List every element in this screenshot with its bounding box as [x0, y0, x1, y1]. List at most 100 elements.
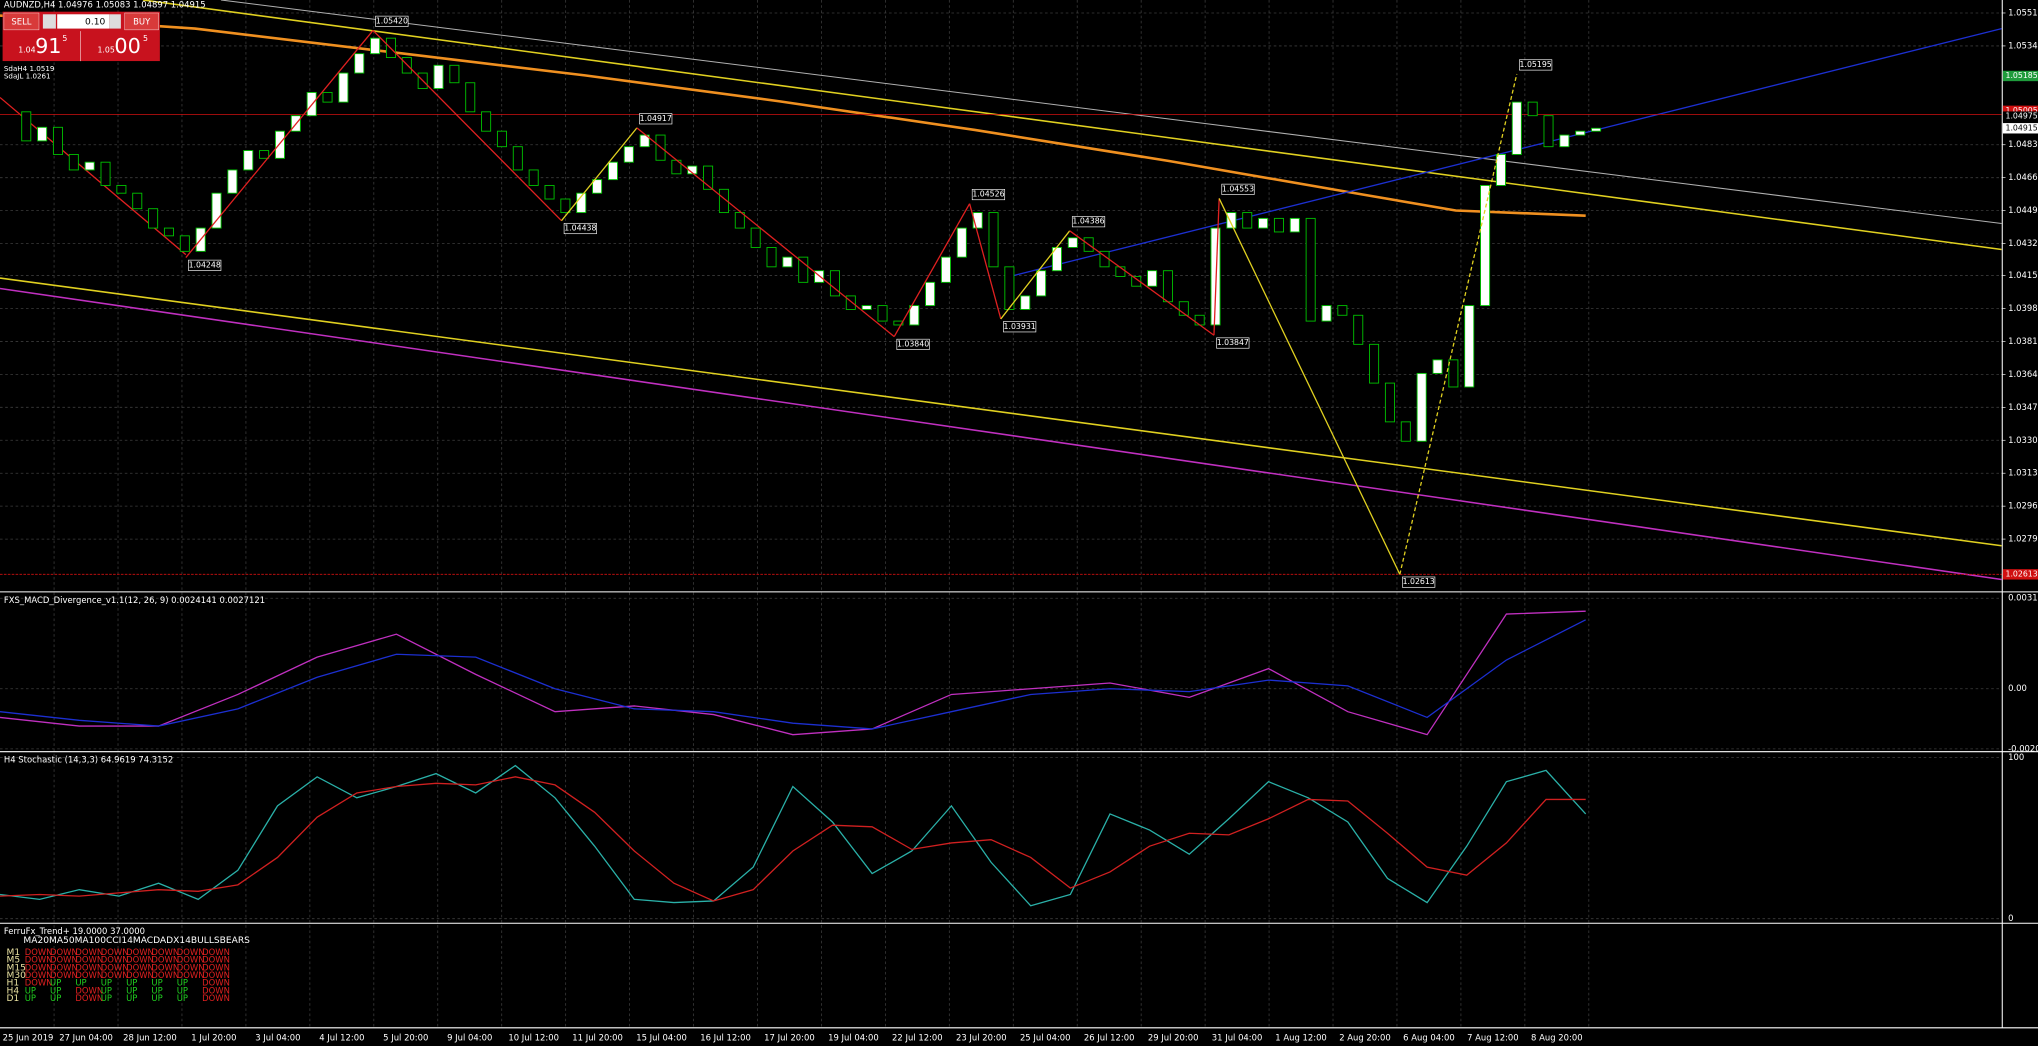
zigzag-label-box	[188, 259, 222, 271]
candle	[1543, 115, 1554, 148]
time-label: 17 Jul 20:00	[764, 1033, 815, 1043]
trend-cell: DOWN	[50, 947, 78, 957]
trend-cell: DOWN	[75, 970, 103, 980]
one-click-trading: SELL 0.10 BUY 1.04 91 5 1.05 00 5	[2, 11, 160, 62]
trend-cell: UP	[101, 978, 112, 988]
time-label: 25 Jul 04:00	[1020, 1033, 1071, 1043]
candle	[544, 184, 555, 200]
zigzag-label: 1.04553	[1222, 184, 1254, 193]
trend-cell: UP	[126, 985, 137, 995]
trend-cell: DOWN	[202, 962, 230, 972]
candle	[814, 270, 825, 283]
candle	[607, 161, 618, 181]
timeframe: D1	[6, 994, 19, 1004]
trend-cell: DOWN	[202, 947, 230, 957]
trend-cell: UP	[101, 993, 112, 1003]
zigzag-label-box	[896, 338, 930, 350]
indicator-line	[0, 776, 1586, 902]
price-tag	[2002, 111, 2038, 122]
candle	[322, 91, 333, 103]
timeframe: M15	[6, 963, 25, 973]
candle	[1575, 130, 1586, 136]
timeframe: M5	[6, 956, 20, 966]
candle	[370, 37, 381, 55]
trend-cell: DOWN	[101, 962, 129, 972]
ask-big: 1.05	[97, 46, 114, 55]
candle	[1448, 359, 1459, 388]
indicator-line	[0, 764, 1587, 907]
time-label: 25 Jun 2019	[3, 1033, 54, 1043]
buy-button[interactable]	[124, 12, 159, 31]
trend-cell: DOWN	[25, 955, 53, 965]
zigzag-label-box	[1221, 183, 1255, 195]
ask-pips: 00	[114, 34, 140, 58]
trend-cell: UP	[50, 978, 61, 988]
lot-input[interactable]	[57, 14, 110, 29]
chart-header: AUDNZD,H4 1.04976 1.05083 1.04897 1.0491…	[4, 0, 206, 10]
trend-cell: DOWN	[151, 970, 179, 980]
trend-cell: DOWN	[177, 962, 205, 972]
trend-cell: UP	[177, 985, 188, 995]
time-label: 27 Jun 04:00	[59, 1033, 113, 1043]
price-tag-label: 1.05005	[2006, 106, 2038, 115]
zigzag-label: 1.04917	[640, 114, 672, 123]
price-tag-label: 1.02613	[2006, 569, 2038, 578]
price-tag	[2002, 105, 2038, 117]
candle	[829, 270, 840, 297]
candle	[1337, 305, 1348, 316]
candle	[1480, 184, 1491, 307]
zigzag-label: 1.04248	[189, 260, 221, 269]
zigzag-segment	[560, 127, 638, 222]
time-label: 6 Aug 04:00	[1403, 1033, 1455, 1043]
trend-cell: DOWN	[101, 955, 129, 965]
bid-point: 5	[62, 34, 67, 43]
time-label: 31 Jul 04:00	[1212, 1033, 1263, 1043]
trend-cell: DOWN	[75, 962, 103, 972]
candle	[623, 146, 634, 163]
zigzag-label: 1.04526	[972, 190, 1004, 199]
time-label: 19 Jul 04:00	[828, 1033, 879, 1043]
candle	[893, 320, 904, 326]
price-tick-label: 1.03985	[2008, 303, 2038, 313]
lot-up[interactable]	[109, 14, 121, 29]
candle	[1194, 314, 1205, 326]
lot-down[interactable]	[42, 14, 56, 29]
candle	[68, 153, 79, 171]
price-tag-label: 1.04915	[2006, 123, 2038, 132]
axis-label: -0.002093	[2008, 743, 2038, 753]
candle	[718, 188, 729, 214]
sell-label: SELL	[11, 17, 31, 27]
candle	[1527, 101, 1538, 117]
zigzag-label: 1.03931	[1004, 322, 1036, 331]
time-label: 1 Aug 12:00	[1275, 1033, 1327, 1043]
trend-cell: UP	[75, 978, 86, 988]
price-tick-label: 1.05340	[2008, 40, 2038, 50]
zigzag-segment	[636, 127, 895, 338]
trend-line	[220, 0, 2002, 225]
time-label: 8 Aug 20:00	[1531, 1033, 1583, 1043]
stochastic-title: H4 Stochastic (14,3,3) 64.9619 74.3152	[4, 755, 173, 765]
candle	[1067, 237, 1078, 248]
axis-label: 0.0031510	[2008, 593, 2038, 603]
candle	[750, 227, 761, 248]
time-label: 15 Jul 04:00	[636, 1033, 687, 1043]
price-tick-label: 1.04660	[2008, 172, 2038, 182]
trend-cell: DOWN	[126, 947, 154, 957]
timeframe: H1	[6, 979, 19, 989]
candle	[1289, 217, 1300, 233]
candle	[259, 150, 270, 159]
price-tick-label: 1.04155	[2008, 270, 2038, 280]
candle	[211, 192, 222, 229]
zigzag-segment	[185, 30, 374, 258]
candle	[512, 146, 523, 171]
zigzag-label-box	[1071, 216, 1106, 228]
candle	[1400, 421, 1411, 442]
trend-cell: DOWN	[126, 962, 154, 972]
candle	[703, 165, 714, 190]
candle	[1416, 372, 1427, 442]
candle	[687, 165, 698, 175]
candle	[1369, 343, 1380, 384]
grid	[0, 0, 2002, 1028]
sell-button[interactable]	[3, 12, 40, 31]
